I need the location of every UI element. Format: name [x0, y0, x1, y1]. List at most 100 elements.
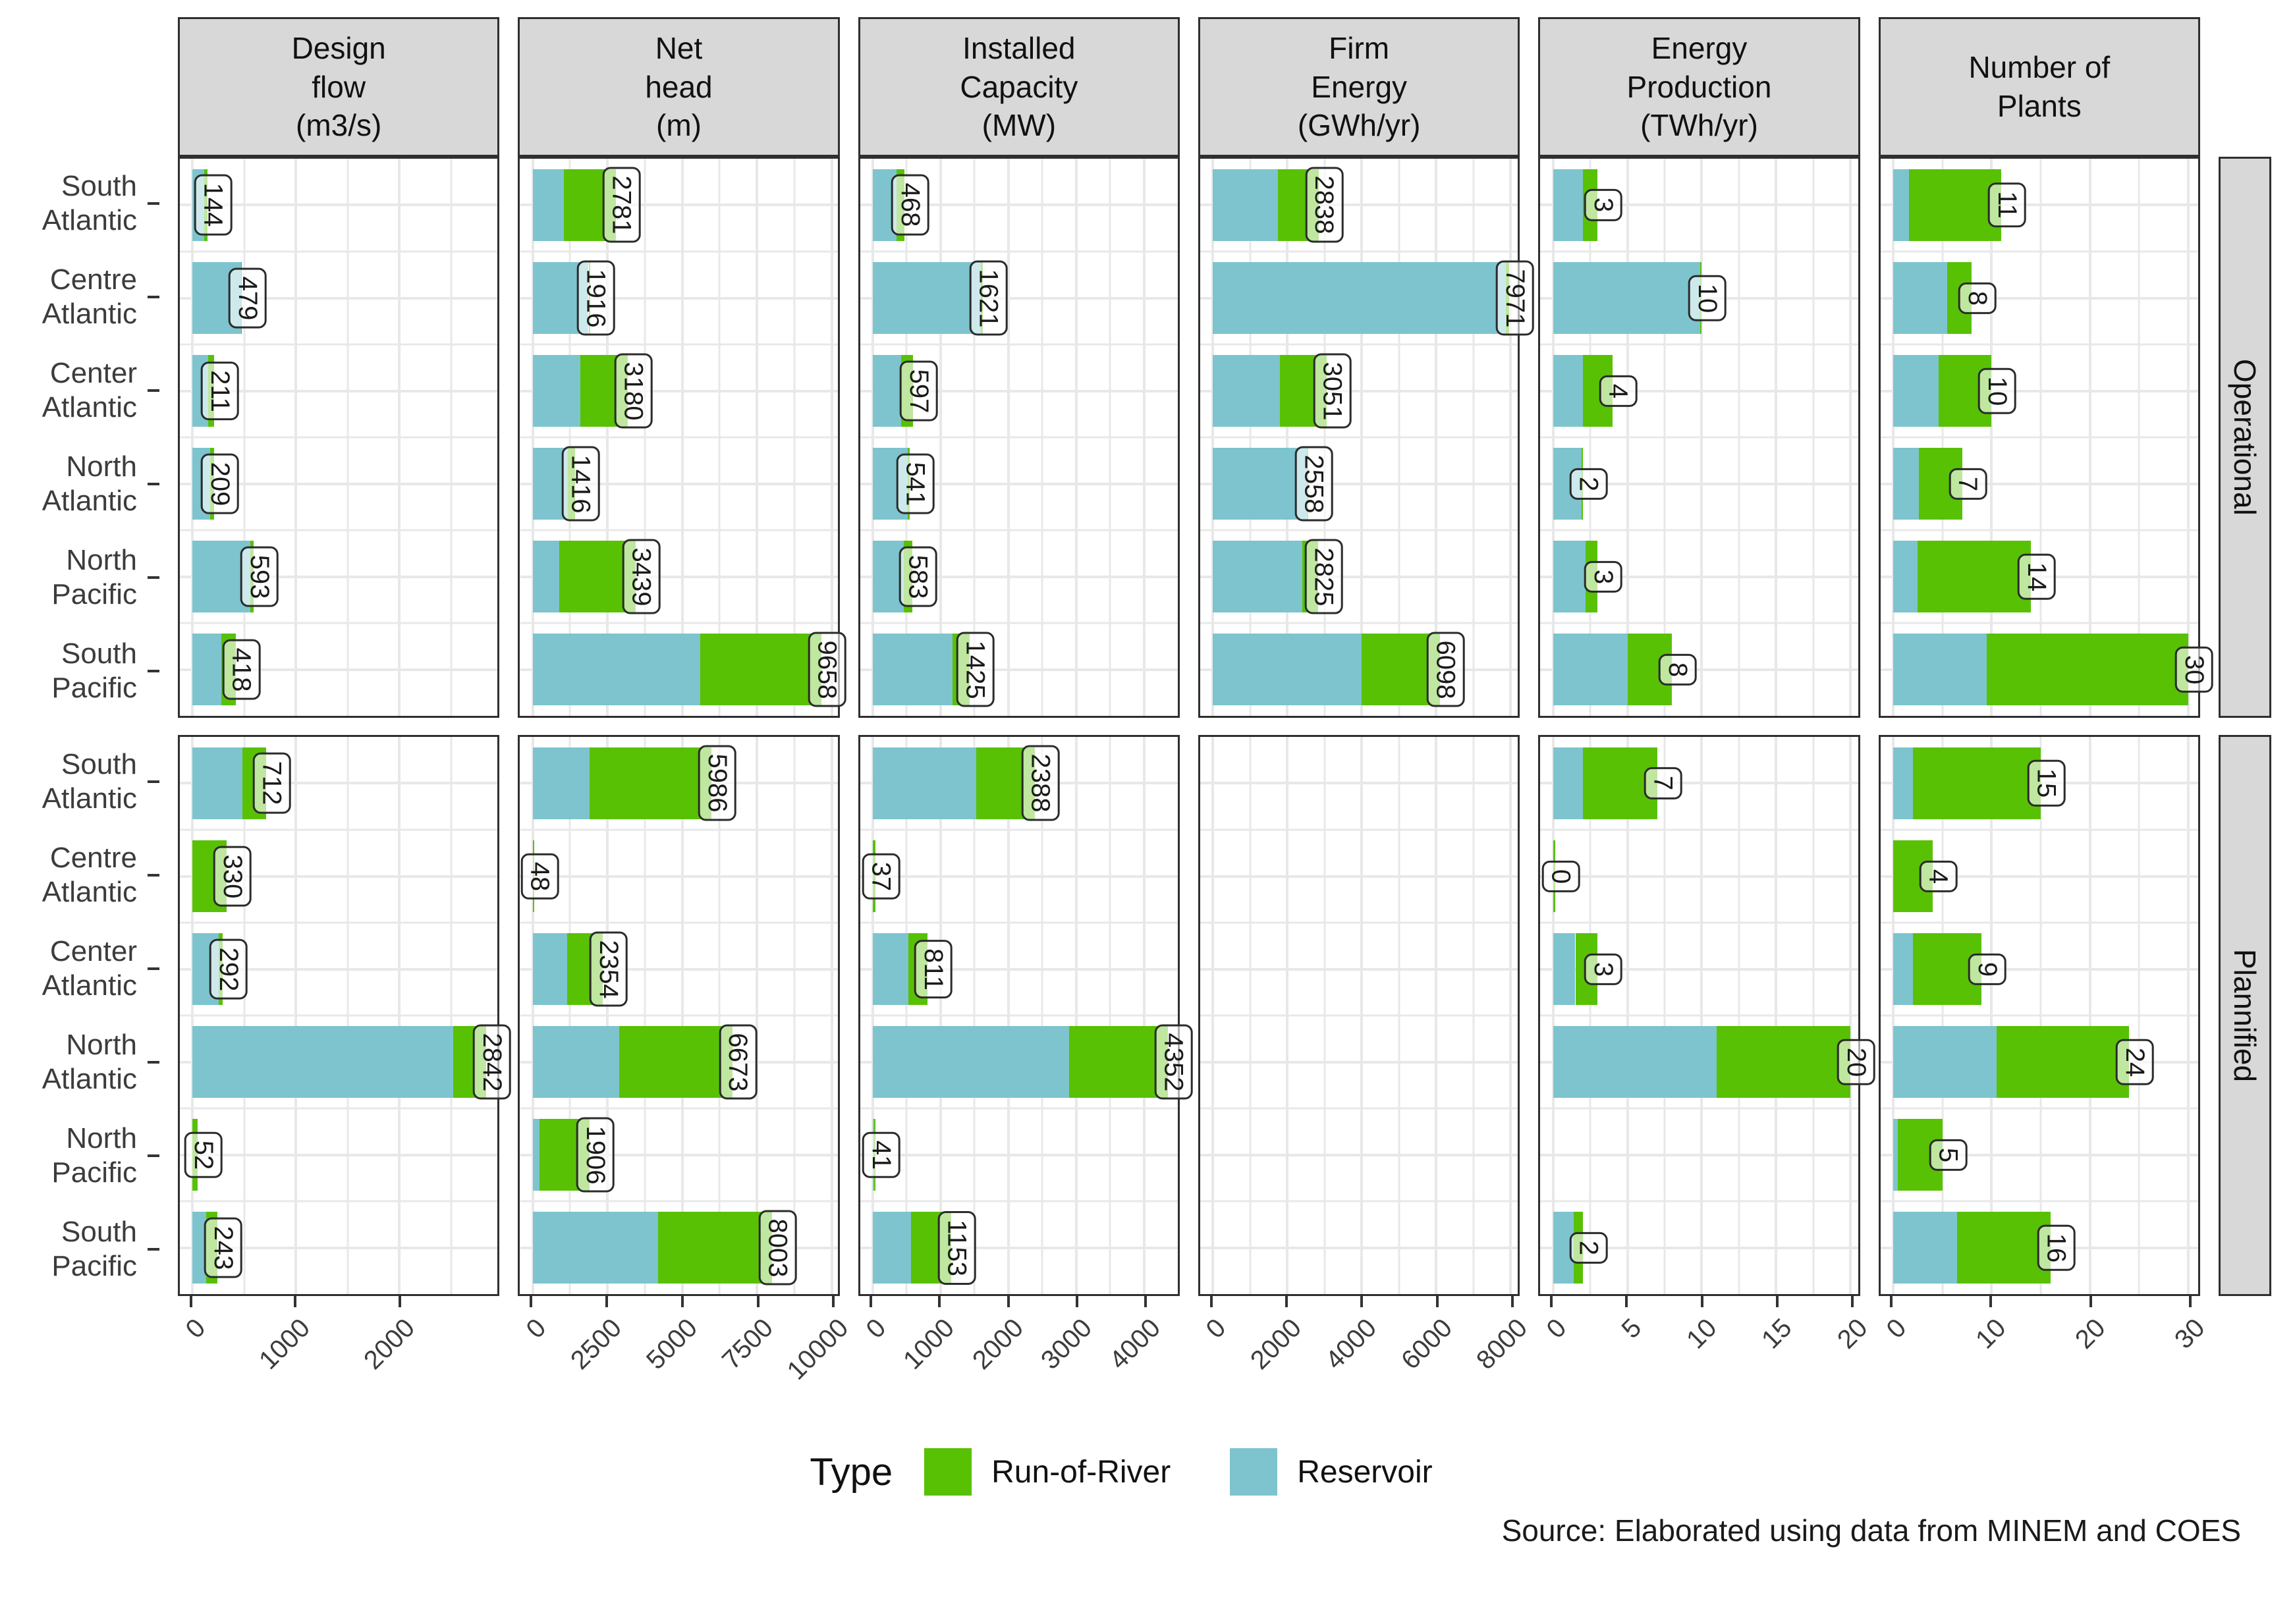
x-tick	[1285, 1296, 1288, 1307]
bar-segment-reservoir	[872, 540, 904, 613]
gridline	[1398, 159, 1400, 716]
x-tick	[1209, 1296, 1213, 1307]
gridline	[1540, 828, 1858, 831]
bar-segment-reservoir	[1213, 633, 1362, 706]
bar-segment-reservoir	[872, 354, 902, 427]
axis-left-spacer	[8, 1296, 159, 1418]
axis-right-spacer	[2219, 1296, 2271, 1418]
gridline	[2088, 159, 2091, 716]
bar-segment-reservoir	[1553, 540, 1586, 613]
gridline	[1200, 436, 1518, 439]
bar-segment-reservoir	[1553, 169, 1583, 242]
bar-total-label: 292	[209, 938, 248, 1000]
gridline	[2039, 159, 2042, 716]
gridline	[568, 159, 571, 716]
bar-total-label: 243	[204, 1217, 243, 1278]
bar-total-label: 30	[2174, 646, 2213, 693]
gridline	[756, 737, 759, 1294]
gridline	[568, 737, 571, 1294]
gridline	[860, 250, 1178, 253]
panel-plannified-energy-production: 7 0 3 20 2	[1538, 735, 1876, 1296]
panel-operational-energy-production: 3 10 4 2 3 8	[1538, 157, 1860, 718]
gridline	[520, 250, 838, 253]
x-tick	[1989, 1296, 1993, 1307]
x-axis-net-head: 0 2500 5000 7500 10000	[518, 1296, 854, 1418]
gridline	[1249, 159, 1252, 716]
gridline	[191, 737, 194, 1294]
bar-segment-reservoir	[1213, 261, 1506, 335]
bar-segment-reservoir	[192, 747, 242, 820]
gridline	[1880, 250, 2198, 253]
bar-segment-reservoir	[532, 1211, 659, 1284]
gridline	[1540, 668, 1858, 671]
facet-row-operational: South Atlantic Centre Atlantic Center Atla…	[8, 157, 2271, 718]
gridline	[1142, 159, 1146, 716]
gridline	[1540, 1246, 1858, 1249]
gridline	[1738, 737, 1740, 1294]
panel-plannified-firm-energy	[1198, 735, 1520, 1296]
bar-segment-reservoir	[1893, 354, 1939, 427]
bar-total-label: 2781	[602, 167, 641, 243]
gridline	[1551, 737, 1555, 1294]
gridline	[1007, 159, 1010, 716]
x-axis-row: 0 1000 2000 0 2500 5000 7500 10000 0 1000 2000 3000…	[8, 1296, 2271, 1418]
y-tick	[148, 389, 159, 392]
bar-segment-reservoir	[1553, 261, 1701, 335]
bar-segment-reservoir	[1893, 261, 1948, 335]
gridline	[2088, 737, 2091, 1294]
gridline	[520, 828, 838, 831]
facet-row-plannified: South Atlantic Centre Atlantic Center Atla…	[8, 735, 2271, 1296]
bar-total-label: 37	[862, 853, 900, 900]
gridline	[1142, 737, 1146, 1294]
gridline	[718, 737, 721, 1294]
bar-segment-run-of-river	[1717, 1025, 1851, 1098]
y-tick	[148, 874, 159, 877]
gridline	[793, 159, 796, 716]
bar-total-label: 6673	[719, 1024, 758, 1100]
bar-segment-reservoir	[192, 1025, 453, 1098]
legend-title: Type	[810, 1450, 893, 1494]
bar-total-label: 4	[1599, 375, 1638, 407]
gridline	[1540, 389, 1858, 392]
facet-row-strip-operational: Operational	[2219, 157, 2271, 718]
gridline	[606, 159, 609, 716]
header-right-spacer	[2219, 17, 2271, 157]
panel-operational-design-flow: 144 479 211 209 593 418	[178, 157, 500, 718]
gridline	[860, 668, 1178, 671]
gridline	[939, 159, 942, 716]
bar-total-label: 10	[1688, 275, 1727, 321]
gridline	[1880, 1014, 2198, 1017]
gridline	[180, 1153, 498, 1156]
bar-total-label: 144	[194, 175, 233, 236]
chart-page: Design flow (m3/s) Net head (m) Installe…	[8, 17, 2271, 1548]
x-tick	[2188, 1296, 2192, 1307]
gridline	[398, 737, 401, 1294]
bar-segment-reservoir	[872, 1211, 911, 1284]
y-tick	[148, 576, 159, 579]
gridline	[1626, 737, 1629, 1294]
gridline	[1880, 436, 2198, 439]
x-tick	[529, 1296, 532, 1307]
x-axis-installed-capacity: 0 1000 2000 3000 4000	[858, 1296, 1180, 1418]
gridline	[905, 159, 908, 716]
gridline	[1880, 967, 2198, 971]
gridline	[1200, 1246, 1518, 1249]
gridline	[191, 159, 194, 716]
bar-segment-run-of-river	[1918, 540, 2032, 613]
panel-operational-number-of-plants: 11 8 10 7 14 30	[1878, 157, 2213, 718]
gridline	[520, 482, 838, 485]
bar-segment-reservoir	[1213, 540, 1302, 613]
gridline	[180, 1246, 498, 1249]
gridline	[1589, 737, 1591, 1294]
bar-total-label: 330	[213, 846, 252, 907]
gridline	[180, 875, 498, 878]
gridline	[1880, 529, 2198, 531]
gridline	[793, 737, 796, 1294]
bar-segment-reservoir	[1893, 933, 1913, 1006]
y-tick	[148, 1061, 159, 1064]
gridline	[1880, 1107, 2198, 1110]
gridline	[1880, 828, 2198, 831]
bar-total-label: 1153	[937, 1210, 976, 1285]
gridline	[1849, 737, 1852, 1294]
y-axis-label: North Pacific	[51, 544, 137, 610]
